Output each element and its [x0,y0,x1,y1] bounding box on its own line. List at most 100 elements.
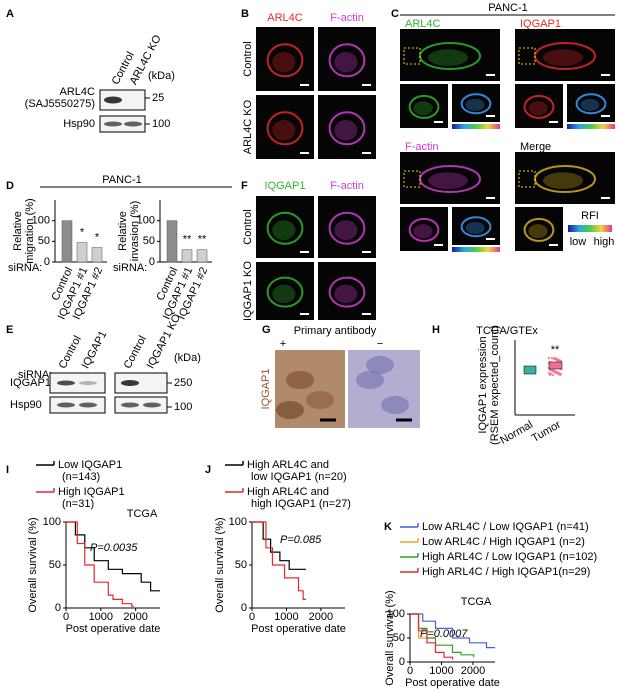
panel-letter: I [6,464,9,476]
micrograph [318,95,376,159]
x-tick-label: 2000 [123,611,147,623]
cell-body [428,172,468,189]
cell-body [413,101,433,116]
condition-label: IQGAP1 KO [242,261,254,321]
point [555,370,559,374]
point [557,358,561,362]
band [79,381,97,385]
colorbar [568,225,612,232]
blot [114,396,168,414]
channel-label: F-actin [405,141,439,153]
cell-body [334,51,358,73]
y-tick-label: 0 [55,602,61,614]
legend-label: Low ARL4C / Low IQGAP1 (n=41) [422,521,589,533]
point [547,371,551,375]
label: Tumor [530,419,563,445]
label: low [570,236,587,248]
unit-label: (kDa) [174,352,201,364]
y-tick-label: 100 [43,516,61,528]
channel-label: Merge [520,141,551,153]
cell-body [334,220,358,241]
label: + [280,338,286,350]
y-axis-label: invasion (%) [129,201,141,262]
band [121,402,139,408]
y-tick-label: 50 [38,235,50,247]
panel-letter: C [391,8,399,20]
p-value: P=0.0035 [90,542,138,554]
panel-letter: A [6,8,14,20]
micrograph [256,262,314,320]
cell-body [272,284,296,304]
channel-label: ARL4C [405,18,441,30]
cell-body [413,224,433,239]
cell [328,211,366,245]
y-tick-label: 0 [399,656,405,668]
cell-body [580,98,600,111]
cell [328,43,366,78]
marker-label: 100 [152,118,170,130]
cell-body [428,49,468,66]
significance: ** [551,344,560,356]
y-tick-label: 100 [137,215,155,227]
roi [403,170,421,188]
x-tick-label: 2000 [309,611,333,623]
bar [61,220,73,263]
condition-label: Control [242,41,254,76]
tissue [366,356,394,374]
y-tick-label: 50 [49,559,61,571]
colorbar [567,124,615,129]
band [104,96,122,104]
micrograph [400,29,500,81]
point [553,356,557,360]
point [553,369,557,373]
micrograph [515,152,615,204]
y-axis-label: Overall survival (%) [384,590,396,685]
legend-label: High ARL4C / Low IQGAP1 (n=102) [422,551,597,563]
y-axis-label: (RSEM expected_count) [489,325,501,445]
cell-body [272,220,296,241]
label: Normal [498,419,535,447]
panel-letter: F [241,180,248,192]
legend-label: High ARL4C and [247,486,329,498]
x-axis-label: Post operative date [66,623,161,635]
point [557,371,561,375]
micrograph [318,196,376,258]
roi [518,47,536,65]
point [551,373,555,377]
band [57,402,75,408]
cell-body [465,221,485,234]
tissue [286,371,314,389]
x-tick-label: 1000 [89,611,113,623]
marker-label: 250 [174,377,192,389]
y-axis-label: Overall survival (%) [27,517,39,612]
micrograph [400,84,448,128]
survival-curve [66,521,134,607]
legend-label: High IQGAP1 [58,486,125,498]
survival-curve [66,521,160,592]
band [57,380,75,386]
panel-letter: D [6,180,14,192]
channel-label: F-actin [330,180,364,192]
micrograph [515,29,615,81]
cell-body [528,101,548,116]
label: Hsp90 [63,118,95,130]
legend-label: High ARL4C / High IQGAP1(n=29) [422,566,590,578]
cell-body [272,51,296,73]
bar [181,249,193,263]
blot [49,396,106,414]
cell [523,217,555,242]
sirna-label: siRNA: [113,262,147,274]
legend-label: Low IQGAP1 [58,459,122,471]
point [547,356,551,360]
survival-curve [410,613,495,649]
point [555,357,559,361]
micrograph [256,196,314,258]
cell [460,93,492,115]
x-tick-label: 0 [407,665,413,677]
y-tick-label: 100 [387,608,405,620]
cell [266,111,304,146]
y-tick-label: 0 [241,602,247,614]
channel-label: IQGAP1 [265,180,306,192]
micrograph [400,207,448,251]
cell-body [465,98,485,111]
